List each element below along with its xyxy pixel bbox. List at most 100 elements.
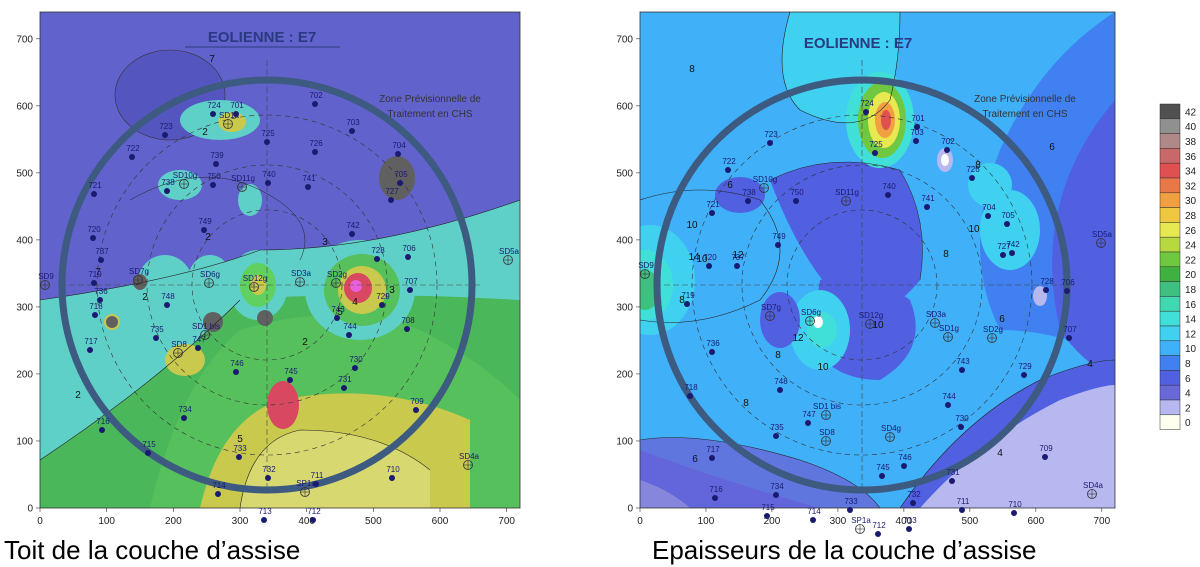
roof-survey-point: 740: [262, 170, 276, 186]
point-marker-icon: [265, 180, 271, 186]
thickness-legend-label: 0: [1185, 418, 1191, 429]
point-marker-icon: [959, 367, 965, 373]
roof-survey-point: 746: [230, 359, 244, 375]
roof-contour-label: 2: [202, 127, 208, 138]
thickness-point-label: 750: [790, 188, 804, 197]
thickness-point-label: SD6g: [801, 308, 821, 317]
roof-survey-point: 749: [198, 217, 212, 233]
thickness-point-label: 716: [709, 485, 723, 494]
roof-survey-point: SD7g: [129, 267, 149, 285]
thickness-legend-label: 42: [1185, 107, 1197, 118]
thickness-survey-point: 714: [807, 507, 821, 523]
thickness-contour-labels: 8 10 8 6 10 12 14 8 10 10 8 10 12 6 6 8 6 4 4 8: [679, 64, 1093, 465]
thickness-point-label: 745: [876, 463, 890, 472]
roof-point-label: 731: [338, 375, 352, 384]
point-marker-icon: [863, 109, 869, 115]
thickness-x-tick-label: 700: [1093, 516, 1110, 527]
thickness-legend-swatch: [1159, 384, 1181, 401]
thickness-survey-point: 707: [1063, 325, 1077, 341]
roof-survey-point: 702: [309, 91, 323, 107]
thickness-legend-label: 10: [1185, 344, 1197, 355]
roof-survey-point: 719: [88, 270, 102, 286]
thickness-zone-label-line1: Zone Prévisionnelle de: [974, 94, 1076, 105]
roof-zone-label-line1: Zone Prévisionnelle de: [379, 94, 481, 105]
roof-survey-point: 741: [302, 174, 316, 190]
thickness-survey-point: 748: [774, 377, 788, 393]
thickness-point-label: 746: [898, 453, 912, 462]
roof-point-label: 737: [95, 247, 109, 256]
point-marker-icon: [405, 254, 411, 260]
roof-y-tick-label: 300: [16, 302, 33, 313]
roof-point-label: 724: [207, 101, 221, 110]
thickness-contour-label: 4: [1087, 359, 1093, 370]
roof-point-label: 748: [161, 292, 175, 301]
point-marker-icon: [805, 420, 811, 426]
thickness-point-label: 704: [982, 203, 996, 212]
thickness-point-label: 736: [706, 339, 720, 348]
roof-point-label: 747: [192, 335, 206, 344]
point-marker-icon: [233, 369, 239, 375]
roof-point-label: 704: [392, 141, 406, 150]
point-marker-icon: [1011, 510, 1017, 516]
thickness-contour-label: 6: [692, 454, 698, 465]
thickness-contour-label: 8: [775, 350, 781, 361]
roof-point-label: 705: [394, 170, 408, 179]
thickness-survey-point: 721: [706, 200, 720, 216]
thickness-point-label: 701: [911, 114, 925, 123]
point-marker-icon: [195, 345, 201, 351]
point-marker-icon: [985, 213, 991, 219]
roof-point-label: 734: [178, 405, 192, 414]
point-marker-icon: [885, 192, 891, 198]
thickness-x-tick-label: 400: [896, 516, 913, 527]
roof-x-tick-label: 100: [98, 516, 115, 527]
roof-point-label: 727: [385, 187, 399, 196]
point-marker-icon: [725, 167, 731, 173]
point-marker-icon: [236, 454, 242, 460]
roof-y-tick-label: 100: [16, 436, 33, 447]
point-marker-icon: [906, 526, 912, 532]
point-marker-icon: [145, 450, 151, 456]
roof-point-label: 720: [87, 225, 101, 234]
point-marker-icon: [709, 455, 715, 461]
thickness-survey-point: 715: [761, 503, 775, 519]
point-marker-icon: [215, 491, 221, 497]
thickness-contour-label: 10: [872, 320, 884, 331]
thickness-point-label: 717: [706, 445, 720, 454]
thickness-point-label: 710: [1008, 500, 1022, 509]
roof-y-tick-label: 600: [16, 101, 33, 112]
thickness-survey-point: 709: [1039, 444, 1053, 460]
roof-contour-label: 7: [209, 54, 215, 65]
thickness-point-label: SD2g: [983, 325, 1003, 334]
roof-contour-label: 2: [75, 390, 81, 401]
roof-survey-point: 725: [261, 129, 275, 145]
thickness-point-label: 737: [731, 253, 745, 262]
thickness-point-label: 726: [966, 165, 980, 174]
thickness-point-label: 719: [681, 291, 695, 300]
thickness-y-tick-label: 700: [616, 34, 633, 45]
thickness-legend-swatch: [1159, 192, 1181, 208]
thickness-x-tick-label: 300: [830, 516, 847, 527]
thickness-x-tick-label: 600: [1027, 516, 1044, 527]
roof-survey-point: SD12g: [243, 274, 267, 292]
roof-point-label: 714: [212, 481, 226, 490]
roof-survey-point: 723: [159, 122, 173, 138]
thickness-contour-label: 4: [997, 448, 1003, 459]
thickness-survey-point: SD7g: [761, 303, 781, 321]
roof-survey-point: 736: [94, 287, 108, 303]
roof-x-tick-label: 600: [432, 516, 449, 527]
roof-survey-points: 724SD1a701702703723725726722739727704738…: [38, 91, 520, 523]
thickness-legend-swatch: [1159, 177, 1181, 194]
thickness-point-label: SP1a: [851, 516, 871, 525]
roof-survey-point: 737: [95, 247, 109, 263]
point-marker-icon: [1042, 454, 1048, 460]
thickness-zone-label-line2: Traitement en CHS: [982, 109, 1068, 120]
thickness-point-label: 741: [921, 194, 935, 203]
thickness-legend-label: 16: [1185, 300, 1197, 311]
thickness-survey-point: 718: [684, 383, 698, 399]
roof-survey-point: 712: [307, 507, 321, 523]
roof-point-label: SD6g: [200, 270, 220, 279]
thickness-legend-label: 20: [1185, 270, 1197, 281]
thickness-legend-label: 2: [1185, 403, 1191, 414]
roof-contour-label: 4: [352, 297, 358, 308]
roof-x-tick-label: 700: [498, 516, 515, 527]
